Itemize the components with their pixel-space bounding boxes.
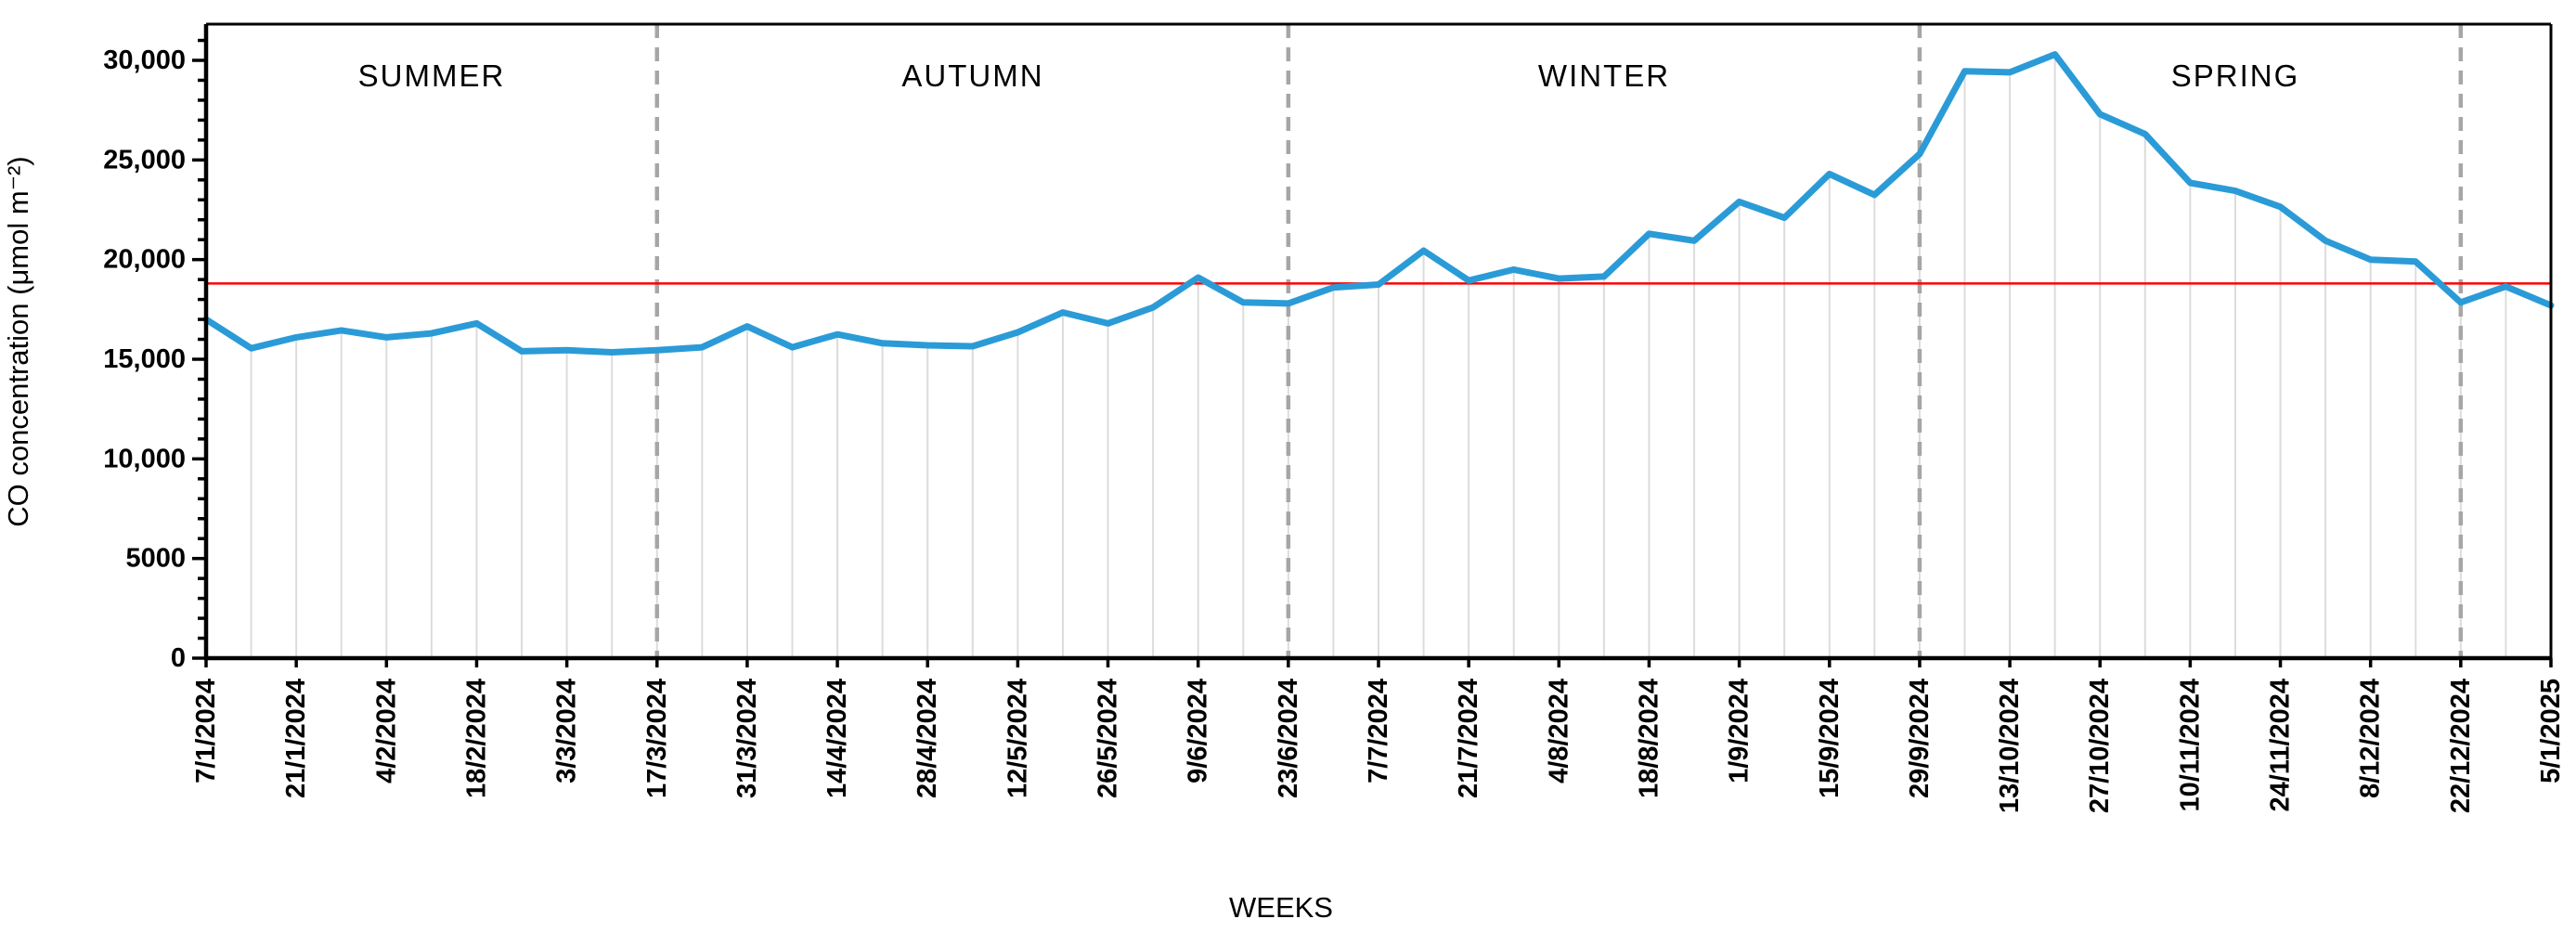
x-tick-label: 17/3/2024 [642, 679, 672, 798]
x-tick-label: 9/6/2024 [1184, 679, 1213, 783]
season-label-autumn: AUTUMN [901, 58, 1043, 93]
x-tick-label: 4/2/2024 [371, 679, 401, 783]
season-label-summer: SUMMER [358, 58, 506, 93]
tick-labels-layer: 0 5000 10,000 15,000 20,000 25,000 30,000 7/1/2… [103, 45, 2566, 813]
x-tick-label: 14/4/2024 [822, 679, 852, 798]
season-label-winter: WINTER [1538, 58, 1670, 93]
season-label-spring: SPRING [2171, 58, 2300, 93]
y-tick-label: 0 [171, 643, 186, 673]
x-tick-label: 5/1/2025 [2536, 679, 2566, 783]
series-layer [202, 51, 2555, 356]
x-tick-label: 10/11/2024 [2175, 679, 2205, 812]
x-tick-label: 27/10/2024 [2085, 679, 2115, 813]
x-tick-label: 31/3/2024 [732, 679, 762, 798]
axes-layer [192, 22, 2553, 667]
x-tick-label: 28/4/2024 [913, 679, 942, 798]
x-tick-label: 7/1/2024 [191, 679, 221, 783]
y-axis-title: CO concentration (μmol m⁻²) [2, 156, 34, 526]
x-tick-label: 7/7/2024 [1364, 679, 1393, 783]
y-tick-label: 20,000 [103, 245, 186, 275]
x-tick-label: 8/12/2024 [2356, 679, 2386, 798]
x-tick-label: 23/6/2024 [1274, 679, 1303, 798]
y-tick-label: 25,000 [103, 145, 186, 175]
drop-lines-layer [250, 54, 2552, 658]
x-tick-label: 29/9/2024 [1905, 679, 1935, 798]
x-tick-label: 18/2/2024 [461, 679, 491, 798]
x-tick-label: 18/8/2024 [1634, 679, 1663, 798]
x-tick-label: 15/9/2024 [1815, 679, 1845, 798]
x-tick-label: 22/12/2024 [2446, 679, 2476, 813]
x-tick-label: 21/1/2024 [281, 679, 311, 798]
x-tick-label: 21/7/2024 [1454, 679, 1483, 798]
x-tick-label: 1/9/2024 [1725, 679, 1754, 783]
y-tick-label: 10,000 [103, 444, 186, 473]
x-axis-title: WEEKS [1229, 891, 1333, 924]
y-tick-label: 30,000 [103, 45, 186, 75]
x-tick-label: 24/11/2024 [2266, 679, 2296, 812]
x-tick-label: 13/10/2024 [1995, 679, 2025, 813]
x-tick-label: 4/8/2024 [1544, 679, 1573, 783]
x-tick-label: 3/3/2024 [552, 679, 582, 783]
season-dividers-layer [654, 24, 2464, 658]
y-tick-label: 15,000 [103, 344, 186, 374]
x-tick-label: 26/5/2024 [1094, 679, 1123, 798]
x-tick-label: 12/5/2024 [1003, 679, 1032, 798]
co-series-line [202, 51, 2555, 356]
y-tick-label: 5000 [125, 544, 186, 574]
